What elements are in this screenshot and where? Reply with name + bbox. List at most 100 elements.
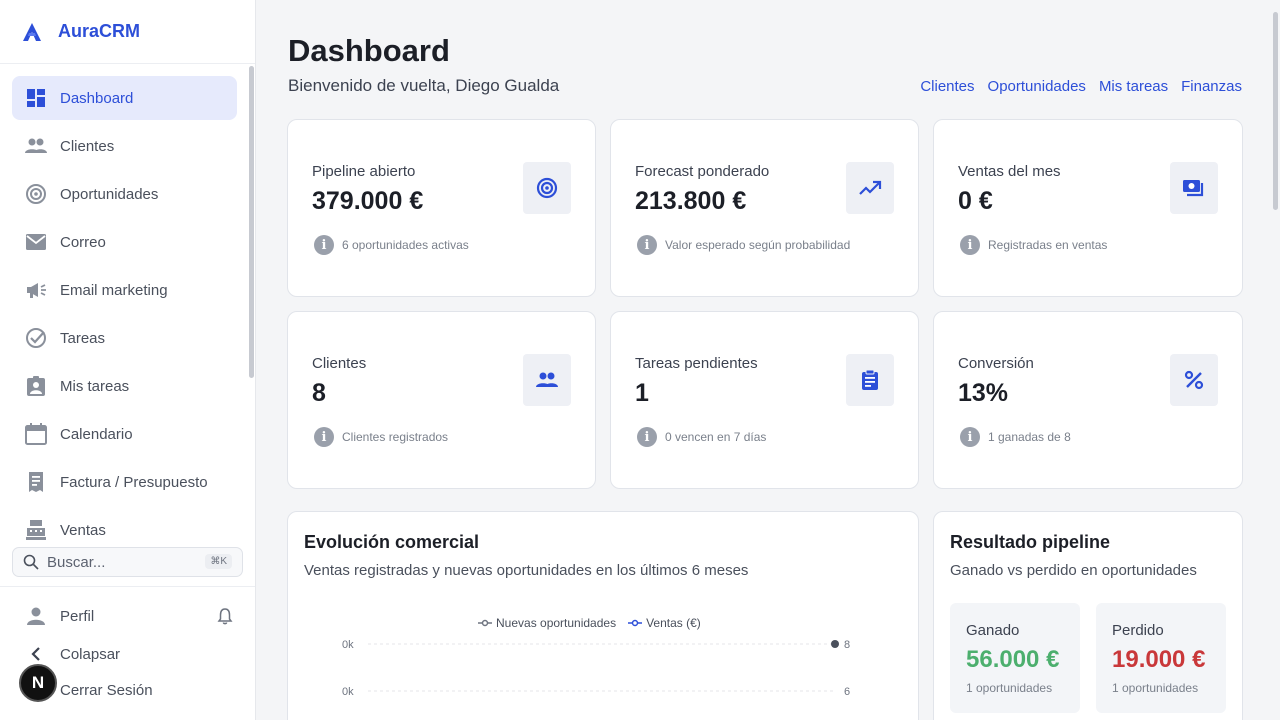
logout-label: Cerrar Sesión: [60, 681, 153, 699]
kpi-card-forecast[interactable]: Forecast ponderado 213.800 € i Valor espe…: [610, 119, 919, 297]
brand[interactable]: AuraCRM: [0, 0, 255, 64]
receipt-icon: [24, 470, 48, 494]
sidebar-item-label: Dashboard: [60, 89, 134, 107]
quick-link-mis-tareas[interactable]: Mis tareas: [1098, 78, 1169, 95]
search-icon: [23, 554, 39, 570]
perdido-value: 19.000 €: [1112, 646, 1206, 673]
payments-icon: [1170, 162, 1218, 214]
kpi-note-text: 0 vencen en 7 días: [665, 430, 767, 444]
legend-label: Ventas (€): [646, 616, 701, 630]
info-icon: i: [960, 427, 980, 447]
sidebar-item-calendario[interactable]: Calendario: [12, 412, 237, 456]
kpi-card-conversion[interactable]: Conversión 13% i 1 ganadas de 8: [933, 311, 1243, 489]
resultado-pipeline-panel: Resultado pipeline Ganado vs perdido en …: [933, 511, 1243, 720]
chart-legend: Nuevas oportunidades Ventas (€): [478, 616, 701, 630]
kpi-card-pipeline[interactable]: Pipeline abierto 379.000 € i 6 oportunida…: [287, 119, 596, 297]
ganado-value: 56.000 €: [966, 646, 1060, 673]
sidebar-item-email-marketing[interactable]: Email marketing: [12, 268, 237, 312]
mail-icon: [24, 230, 48, 254]
sidebar-item-label: Oportunidades: [60, 185, 159, 203]
kpi-label: Forecast ponderado: [635, 163, 770, 180]
person-icon: [24, 604, 48, 628]
sidebar-item-oportunidades[interactable]: Oportunidades: [12, 172, 237, 216]
quick-link-oportunidades[interactable]: Oportunidades: [987, 78, 1086, 95]
info-icon: i: [960, 235, 980, 255]
main-content: Dashboard Bienvenido de vuelta, Diego Gu…: [256, 0, 1280, 720]
legend-item-oportunidades[interactable]: Nuevas oportunidades: [478, 616, 616, 630]
logout-button[interactable]: Cerrar Sesión: [24, 678, 153, 702]
calendar-icon: [24, 422, 48, 446]
target-icon: [523, 162, 571, 214]
sidebar-item-label: Clientes: [60, 137, 115, 155]
sidebar-item-tareas[interactable]: Tareas: [12, 316, 237, 360]
chart-point[interactable]: [831, 640, 839, 648]
collapse-button[interactable]: Colapsar: [24, 642, 120, 666]
sidebar-item-mis-tareas[interactable]: Mis tareas: [12, 364, 237, 408]
profile-link[interactable]: Perfil: [24, 604, 94, 628]
legend-label: Nuevas oportunidades: [496, 616, 617, 630]
panel-title: Evolución comercial: [304, 532, 480, 552]
ganado-label: Ganado: [966, 622, 1020, 639]
kpi-card-clientes[interactable]: Clientes 8 i Clientes registrados: [287, 311, 596, 489]
ganado-note: 1 oportunidades: [966, 681, 1053, 695]
ganado-box: Ganado 56.000 € 1 oportunidades: [950, 603, 1080, 713]
sidebar-item-correo[interactable]: Correo: [12, 220, 237, 264]
profile-label: Perfil: [60, 607, 95, 625]
kpi-label: Pipeline abierto: [312, 163, 416, 180]
panel-subtitle: Ganado vs perdido en oportunidades: [950, 562, 1197, 579]
kpi-note: i Registradas en ventas: [960, 235, 1107, 255]
brand-name: AuraCRM: [58, 21, 141, 41]
perdido-label: Perdido: [1112, 622, 1164, 639]
welcome-message: Bienvenido de vuelta, Diego Gualda: [288, 76, 560, 95]
avatar[interactable]: N: [19, 664, 57, 702]
quick-links: Clientes Oportunidades Mis tareas Finanz…: [920, 78, 1242, 95]
info-icon: i: [314, 427, 334, 447]
search-input[interactable]: [47, 553, 197, 571]
kpi-card-tareas[interactable]: Tareas pendientes 1 i 0 vencen en 7 días: [610, 311, 919, 489]
kpi-value: 13%: [958, 379, 1009, 407]
quick-link-clientes[interactable]: Clientes: [920, 78, 975, 95]
kpi-note: i 0 vencen en 7 días: [637, 427, 766, 447]
sidebar-scrollbar[interactable]: [249, 66, 254, 378]
user-badge-icon: [24, 374, 48, 398]
kpi-value: 8: [312, 379, 326, 407]
sidebar-item-dashboard[interactable]: Dashboard: [12, 76, 237, 120]
kpi-card-ventas-mes[interactable]: Ventas del mes 0 € i Registradas en venta…: [933, 119, 1243, 297]
target-icon: [24, 182, 48, 206]
megaphone-icon: [24, 278, 48, 302]
page-title: Dashboard: [288, 33, 450, 68]
sidebar-item-clientes[interactable]: Clientes: [12, 124, 237, 168]
sidebar-item-ventas[interactable]: Ventas: [12, 508, 237, 544]
kpi-value: 213.800 €: [635, 187, 747, 215]
kpi-note: i Clientes registrados: [314, 427, 448, 447]
kpi-note: i 6 oportunidades activas: [314, 235, 469, 255]
evolucion-comercial-panel: Evolución comercial Ventas registradas y…: [287, 511, 919, 720]
bell-icon[interactable]: [216, 607, 234, 625]
check-circle-icon: [24, 326, 48, 350]
perdido-box: Perdido 19.000 € 1 oportunidades: [1096, 603, 1226, 713]
panel-title: Resultado pipeline: [950, 532, 1111, 552]
sidebar-search[interactable]: ⌘K: [12, 547, 243, 577]
info-icon: i: [637, 235, 657, 255]
panel-subtitle: Ventas registradas y nuevas oportunidade…: [304, 562, 749, 579]
people-icon: [523, 354, 571, 406]
sidebar-nav: Dashboard Clientes Oportunidades Correo …: [0, 64, 250, 544]
percent-icon: [1170, 354, 1218, 406]
info-icon: i: [637, 427, 657, 447]
main-scrollbar[interactable]: [1273, 12, 1278, 210]
kpi-label: Clientes: [312, 355, 367, 372]
kpi-label: Conversión: [958, 355, 1034, 372]
kpi-note-text: Registradas en ventas: [988, 238, 1108, 252]
sidebar-item-label: Correo: [60, 233, 106, 251]
kpi-note: i 1 ganadas de 8: [960, 427, 1071, 447]
kpi-label: Tareas pendientes: [635, 355, 758, 372]
dashboard-icon: [24, 86, 48, 110]
sidebar-item-label: Ventas: [60, 521, 106, 539]
quick-link-finanzas[interactable]: Finanzas: [1181, 78, 1242, 95]
y-tick-left: 0k: [342, 686, 354, 698]
sidebar-item-label: Factura / Presupuesto: [60, 473, 208, 491]
legend-item-ventas[interactable]: Ventas (€): [628, 616, 701, 630]
sidebar-item-factura[interactable]: Factura / Presupuesto: [12, 460, 237, 504]
cash-register-icon: [24, 518, 48, 542]
search-shortcut: ⌘K: [205, 554, 232, 569]
